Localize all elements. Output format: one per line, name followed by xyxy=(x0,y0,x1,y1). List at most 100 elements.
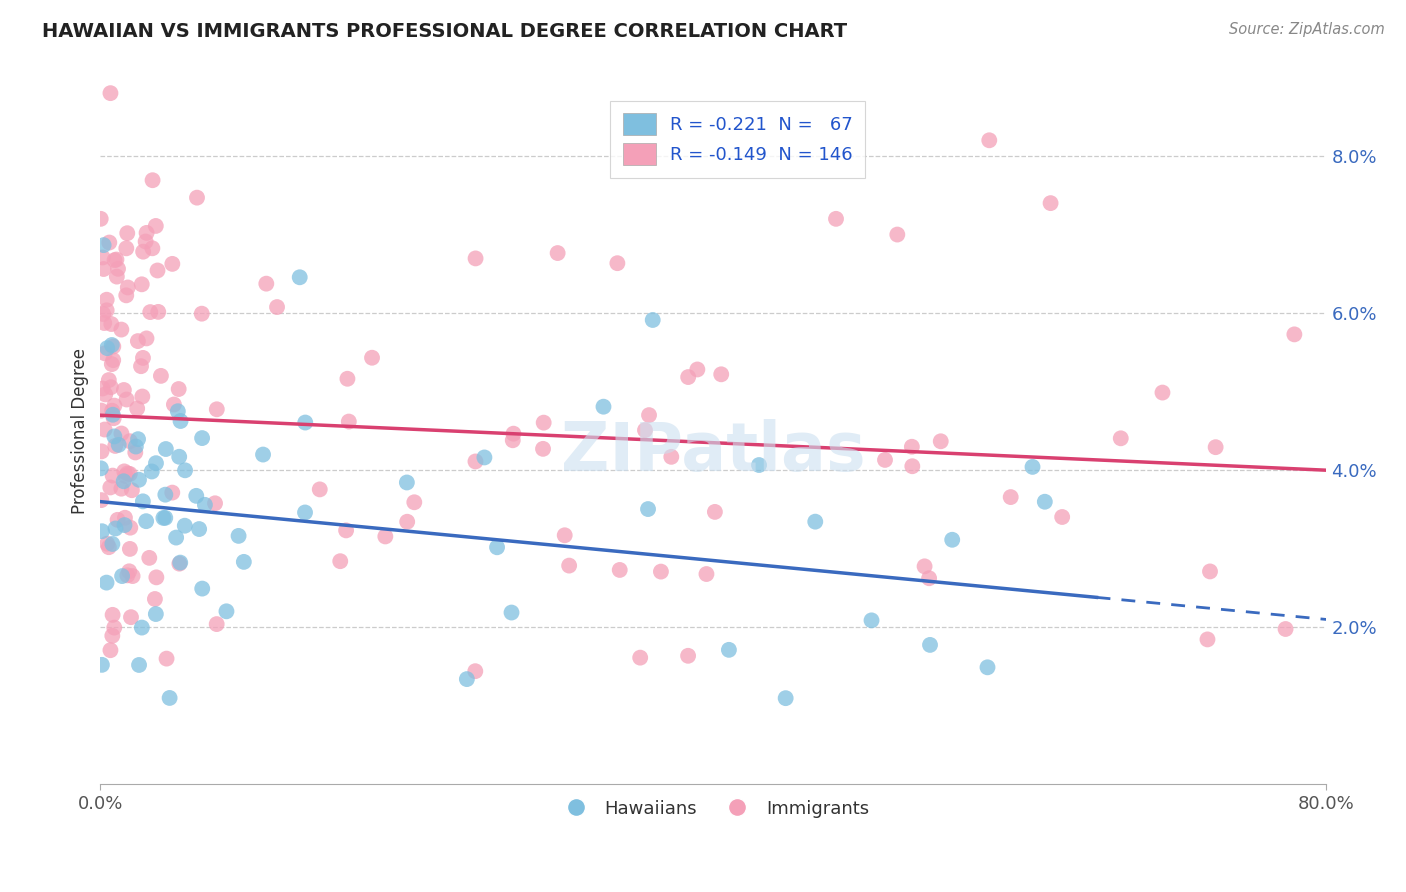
Point xyxy=(117,226,139,240)
Point xyxy=(98,480,121,494)
Point xyxy=(1050,510,1073,524)
Point xyxy=(135,226,157,240)
Point xyxy=(337,415,360,429)
Point xyxy=(94,387,117,401)
Point xyxy=(100,380,122,394)
Point xyxy=(162,257,184,271)
Point xyxy=(288,270,311,285)
Point xyxy=(117,467,139,481)
Point xyxy=(628,650,651,665)
Point xyxy=(554,528,576,542)
Point xyxy=(173,518,195,533)
Point xyxy=(886,227,908,242)
Point xyxy=(114,469,136,483)
Point xyxy=(404,495,426,509)
Point xyxy=(148,305,170,319)
Point xyxy=(97,540,120,554)
Point xyxy=(941,533,963,547)
Point xyxy=(104,439,127,453)
Point xyxy=(1205,440,1227,454)
Point xyxy=(638,408,661,422)
Point xyxy=(186,489,208,503)
Point xyxy=(464,252,486,266)
Point xyxy=(167,382,190,396)
Point xyxy=(128,473,150,487)
Point xyxy=(100,86,122,100)
Point xyxy=(395,475,418,490)
Point xyxy=(132,244,155,259)
Point xyxy=(169,556,191,570)
Point xyxy=(1000,490,1022,504)
Point xyxy=(464,454,486,468)
Point xyxy=(96,303,118,318)
Point xyxy=(105,252,128,267)
Point xyxy=(91,382,114,396)
Point xyxy=(191,431,214,445)
Point xyxy=(650,565,672,579)
Point xyxy=(163,397,186,411)
Point xyxy=(155,488,177,502)
Point xyxy=(139,305,162,319)
Point xyxy=(115,241,138,255)
Point xyxy=(112,464,135,478)
Point xyxy=(93,262,115,277)
Point xyxy=(152,511,174,525)
Point xyxy=(703,505,725,519)
Point xyxy=(141,241,163,255)
Point xyxy=(131,390,153,404)
Point xyxy=(456,672,478,686)
Point xyxy=(145,456,167,470)
Point xyxy=(114,510,136,524)
Point xyxy=(117,280,139,294)
Point xyxy=(115,288,138,302)
Text: ZIPatlas: ZIPatlas xyxy=(561,419,866,485)
Point xyxy=(748,458,770,472)
Point xyxy=(143,592,166,607)
Point xyxy=(717,643,740,657)
Point xyxy=(107,513,129,527)
Point xyxy=(127,401,149,416)
Point xyxy=(91,251,114,265)
Point xyxy=(474,450,496,465)
Point xyxy=(204,496,226,510)
Point xyxy=(215,604,238,618)
Point xyxy=(103,411,125,425)
Point xyxy=(531,442,554,456)
Point xyxy=(127,432,149,446)
Point xyxy=(103,429,125,443)
Point xyxy=(91,307,114,321)
Point xyxy=(149,368,172,383)
Point xyxy=(90,403,112,417)
Point xyxy=(110,426,132,441)
Point xyxy=(131,621,153,635)
Point xyxy=(174,463,197,477)
Point xyxy=(979,133,1001,147)
Point xyxy=(120,610,142,624)
Point xyxy=(501,606,523,620)
Point xyxy=(96,293,118,307)
Point xyxy=(464,664,486,678)
Point xyxy=(103,621,125,635)
Point xyxy=(825,211,848,226)
Point xyxy=(329,554,352,568)
Point xyxy=(101,357,124,371)
Point xyxy=(90,461,112,475)
Point xyxy=(132,494,155,508)
Point xyxy=(502,434,524,448)
Y-axis label: Professional Degree: Professional Degree xyxy=(72,348,89,514)
Point xyxy=(118,434,141,449)
Point xyxy=(205,402,228,417)
Point xyxy=(101,629,124,643)
Point xyxy=(191,582,214,596)
Point xyxy=(145,219,167,233)
Point xyxy=(93,238,115,252)
Point xyxy=(121,569,143,583)
Point xyxy=(1039,196,1062,211)
Point xyxy=(976,660,998,674)
Point xyxy=(125,440,148,454)
Point xyxy=(104,521,127,535)
Point xyxy=(502,426,524,441)
Point xyxy=(860,613,883,627)
Point xyxy=(592,400,614,414)
Point xyxy=(804,515,827,529)
